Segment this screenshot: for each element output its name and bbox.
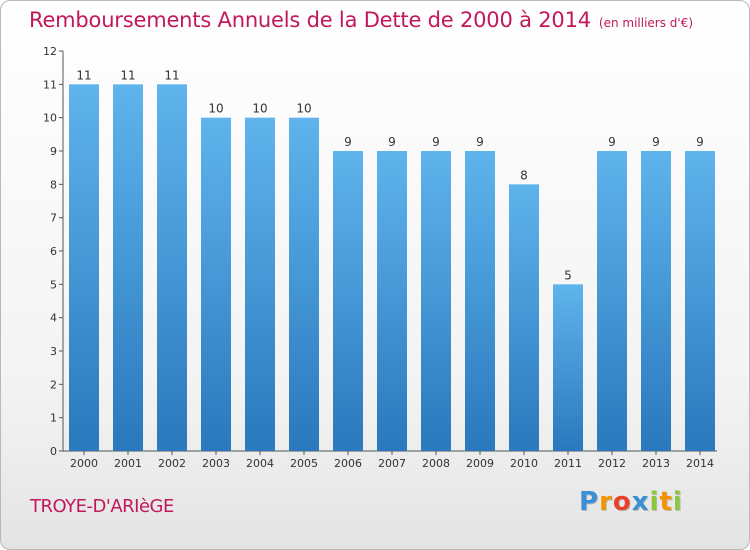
brand-letter: x bbox=[631, 487, 650, 517]
bar-2005 bbox=[289, 117, 319, 452]
x-tick-label: 2010 bbox=[510, 457, 538, 470]
bar-value-label: 9 bbox=[432, 135, 440, 149]
bar-2006 bbox=[333, 151, 363, 451]
bar-2001 bbox=[113, 84, 143, 451]
bar-value-label: 9 bbox=[696, 135, 704, 149]
y-tick-label: 12 bbox=[43, 45, 57, 58]
y-tick-label: 8 bbox=[50, 178, 57, 191]
bar-value-label: 10 bbox=[296, 102, 311, 116]
commune-name: TROYE-D'ARIèGE bbox=[30, 496, 174, 517]
x-tick-label: 2012 bbox=[598, 457, 626, 470]
bar-2002 bbox=[157, 84, 187, 451]
bar-value-label: 10 bbox=[208, 102, 223, 116]
bar-2009 bbox=[465, 151, 495, 451]
bar-2012 bbox=[597, 151, 627, 451]
x-tick-label: 2013 bbox=[642, 457, 670, 470]
y-tick-label: 5 bbox=[50, 278, 57, 291]
bar-2010 bbox=[509, 184, 539, 452]
bar-2007 bbox=[377, 151, 407, 451]
bar-2003 bbox=[201, 117, 231, 452]
y-tick-label: 10 bbox=[43, 112, 57, 125]
bar-value-label: 11 bbox=[120, 68, 135, 82]
y-tick-label: 4 bbox=[50, 312, 57, 325]
bar-value-label: 11 bbox=[76, 68, 91, 82]
bar-value-label: 10 bbox=[252, 102, 267, 116]
y-tick-label: 1 bbox=[50, 412, 57, 425]
x-tick-label: 2005 bbox=[290, 457, 318, 470]
x-axis: 2000 2001 2002 2003 2004 2005 2006 2007 2008 2009… bbox=[63, 450, 717, 470]
y-tick-label: 2 bbox=[50, 378, 57, 391]
bar-2008 bbox=[421, 151, 451, 451]
y-tick-label: 9 bbox=[50, 145, 57, 158]
x-tick-label: 2014 bbox=[686, 457, 714, 470]
bar-2000 bbox=[69, 84, 99, 451]
bar-value-label: 9 bbox=[476, 135, 484, 149]
x-tick-label: 2009 bbox=[466, 457, 494, 470]
bar-value-label: 9 bbox=[652, 135, 660, 149]
bar-value-label: 9 bbox=[608, 135, 616, 149]
chart-unit-note: (en milliers d'€) bbox=[598, 16, 694, 30]
bar-value-label: 5 bbox=[564, 268, 572, 282]
x-tick-label: 2011 bbox=[554, 457, 582, 470]
x-tick-label: 2003 bbox=[202, 457, 230, 470]
x-tick-label: 2004 bbox=[246, 457, 274, 470]
brand-letter: r bbox=[599, 487, 613, 517]
brand-letter: i bbox=[649, 487, 660, 517]
brand-letter: P bbox=[579, 487, 600, 517]
y-tick-label: 3 bbox=[50, 345, 57, 358]
y-tick-label: 7 bbox=[50, 212, 57, 225]
bars: 11 11 11 10 10 10 9 9 9 9 8 5 9 9 9 bbox=[69, 68, 715, 452]
brand-letter: o bbox=[612, 487, 632, 517]
y-tick-label: 11 bbox=[43, 78, 57, 91]
x-tick-label: 2001 bbox=[114, 457, 142, 470]
bar-value-label: 8 bbox=[520, 168, 528, 182]
bar-2014 bbox=[685, 151, 715, 451]
brand-letter: i bbox=[672, 487, 683, 517]
bar-2004 bbox=[245, 117, 275, 452]
y-tick-label: 0 bbox=[50, 445, 57, 458]
brand-letter: t bbox=[659, 487, 673, 517]
bar-2011 bbox=[553, 284, 583, 451]
y-tick-label: 6 bbox=[50, 245, 57, 258]
brand-logo: Proxiti bbox=[579, 487, 683, 517]
title-row: Remboursements Annuels de la Dette de 20… bbox=[29, 8, 693, 32]
bar-value-label: 11 bbox=[164, 68, 179, 82]
bar-value-label: 9 bbox=[344, 135, 352, 149]
x-tick-label: 2000 bbox=[70, 457, 98, 470]
x-tick-label: 2007 bbox=[378, 457, 406, 470]
x-tick-label: 2006 bbox=[334, 457, 362, 470]
x-tick-label: 2002 bbox=[158, 457, 186, 470]
x-tick-label: 2008 bbox=[422, 457, 450, 470]
bar-value-label: 9 bbox=[388, 135, 396, 149]
chart-title: Remboursements Annuels de la Dette de 20… bbox=[29, 8, 591, 32]
bar-2013 bbox=[641, 151, 671, 451]
